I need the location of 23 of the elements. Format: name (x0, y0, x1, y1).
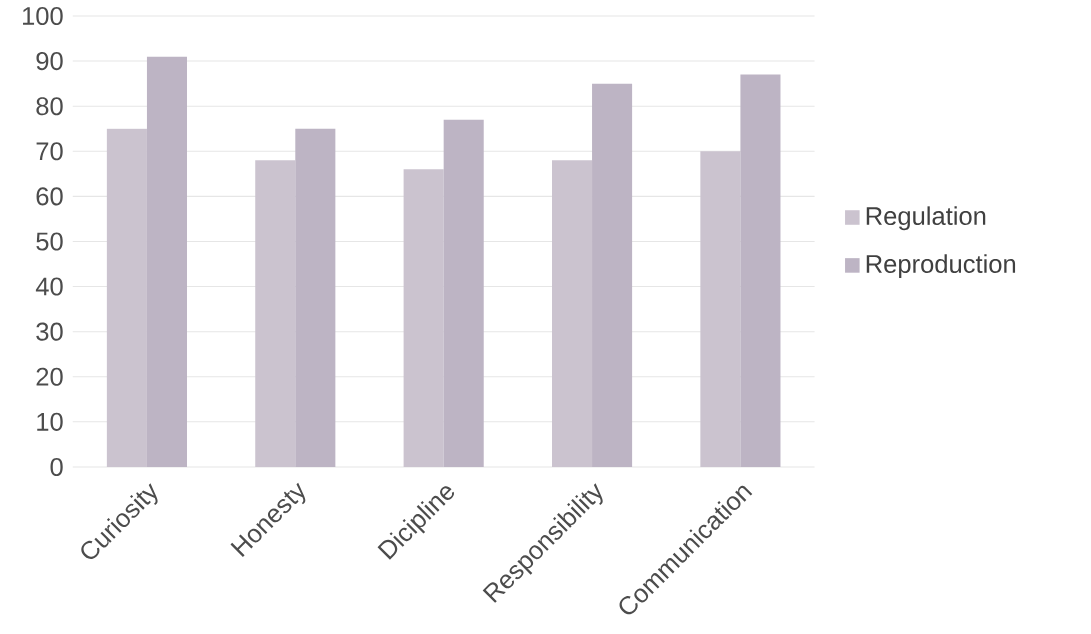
bar (551, 160, 593, 467)
bar (443, 119, 484, 467)
y-tick-label: 20 (36, 367, 63, 386)
y-tick-label: 80 (36, 97, 63, 116)
bar (700, 151, 741, 467)
bar (146, 56, 187, 467)
y-tick-label: 10 (37, 412, 63, 431)
y-tick-label: 40 (35, 277, 63, 296)
y-tick-label: 30 (36, 322, 63, 341)
y-tick-label: 90 (36, 51, 63, 71)
bar (403, 169, 444, 467)
bar (592, 83, 633, 467)
y-tick-label: 70 (36, 142, 63, 161)
bar (255, 160, 296, 467)
bar (295, 128, 336, 467)
bar (106, 128, 147, 467)
bar (740, 74, 781, 467)
y-tick-label: 60 (36, 187, 63, 206)
y-tick-label: 100 (23, 6, 63, 25)
legend-label: Regulation (866, 206, 986, 231)
y-tick-label: 50 (36, 232, 63, 251)
legend-label: Reproduction (866, 254, 1016, 278)
y-tick-label: 0 (50, 457, 63, 476)
